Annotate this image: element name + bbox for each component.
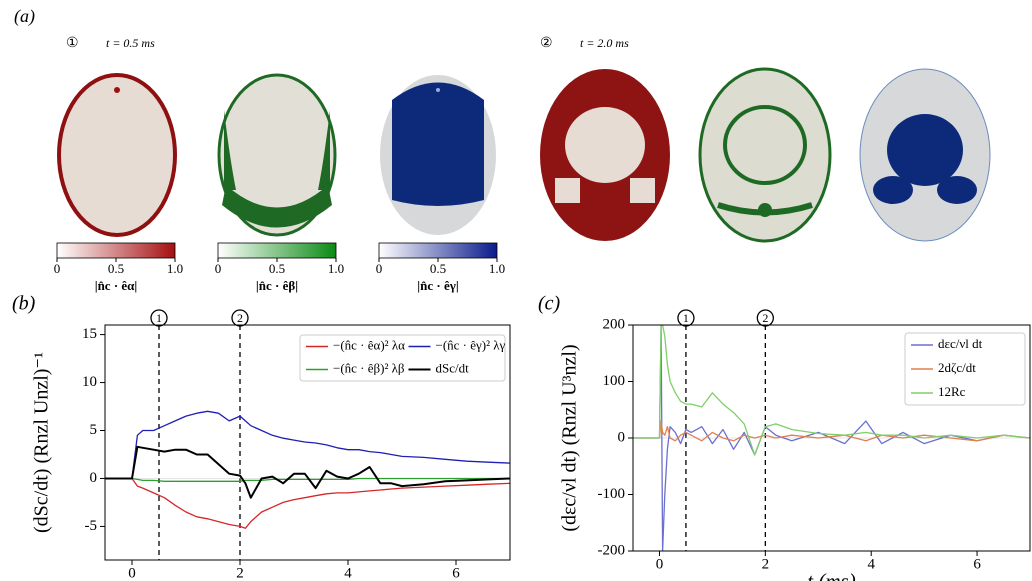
colorbar-tick-label: 0 — [376, 261, 383, 276]
series-line — [105, 410, 510, 480]
y-axis-label: (dεc/νl dt) (Rnzl U³nzl) — [559, 344, 581, 531]
y-tick-label: 15 — [82, 326, 97, 342]
series-line — [105, 477, 510, 529]
y-tick-label: 0 — [618, 429, 626, 445]
x-tick-label: 4 — [867, 556, 875, 572]
colorbar-tick-label: 1.0 — [328, 261, 344, 276]
legend-label: dSc/dt — [436, 360, 470, 375]
x-tick-label: 6 — [452, 565, 460, 581]
colorbar-label: |n̂c · êγ| — [417, 278, 458, 293]
x-tick-label: 0 — [656, 556, 664, 572]
colorbar — [217, 242, 337, 259]
snapshot-marker: ① — [66, 36, 79, 51]
legend-label: −(n̂c · êα)² λα — [333, 337, 405, 352]
snapshot-time: t = 2.0 ms — [580, 36, 629, 50]
snapshot-marker: ② — [540, 36, 553, 51]
y-tick-label: 5 — [90, 422, 98, 438]
series-line — [633, 325, 1030, 551]
legend-box — [904, 332, 1026, 406]
y-tick-label: -200 — [598, 542, 626, 558]
x-tick-label: 4 — [344, 565, 352, 581]
marker-label: 2 — [762, 311, 768, 325]
colorbar-tick-label: 0 — [215, 261, 222, 276]
axes-frame — [632, 324, 1031, 552]
series-line — [633, 325, 1030, 456]
legend-label: dεc/νl dt — [938, 336, 983, 351]
colorbar — [56, 242, 176, 259]
field-image — [57, 73, 177, 237]
colorbar-tick-label: 0.5 — [430, 261, 446, 276]
marker-label: 1 — [683, 311, 689, 325]
marker-circle — [756, 309, 774, 327]
x-tick-label: 2 — [762, 556, 770, 572]
marker-label: 2 — [237, 311, 243, 325]
y-tick-label: -5 — [85, 518, 98, 534]
marker-circle — [231, 309, 249, 327]
legend-label: 2dζc/dt — [938, 360, 976, 375]
panel-label: (a) — [14, 6, 35, 27]
x-tick-label: 6 — [973, 556, 981, 572]
marker-label: 1 — [156, 311, 162, 325]
y-tick-label: 100 — [603, 373, 626, 389]
legend-label: −(n̂c · êβ)² λβ — [333, 360, 405, 375]
colorbar-tick-label: 1.0 — [167, 261, 183, 276]
colorbar-tick-label: 0.5 — [269, 261, 285, 276]
plot-area — [105, 410, 510, 529]
field-image — [217, 73, 337, 237]
legend-box — [299, 334, 506, 382]
colorbar-label: |n̂c · êα| — [95, 278, 138, 293]
field-image — [859, 68, 991, 242]
panel-label: (b) — [12, 293, 36, 315]
y-tick-label: 0 — [90, 470, 98, 486]
colorbar-tick-label: 0.5 — [108, 261, 124, 276]
colorbar-label: |n̂c · êβ| — [256, 278, 298, 293]
marker-circle — [677, 309, 695, 327]
y-tick-label: 200 — [603, 316, 626, 332]
x-axis-label: t (ms) — [807, 569, 855, 581]
field-image — [698, 67, 832, 243]
legend-label: −(n̂c · êγ)² λγ — [436, 337, 506, 352]
snapshot-time: t = 0.5 ms — [106, 36, 155, 50]
y-tick-label: 10 — [82, 374, 97, 390]
marker-circle — [150, 309, 168, 327]
legend-label: 12Rc — [938, 384, 966, 399]
series-line — [633, 420, 1030, 442]
field-image — [380, 75, 496, 235]
x-axis-label: t (ms) — [283, 578, 331, 581]
colorbar-tick-label: 1.0 — [489, 261, 505, 276]
panel-label: (c) — [538, 293, 561, 315]
x-tick-label: 0 — [128, 565, 136, 581]
colorbar — [378, 242, 498, 259]
series-line — [105, 445, 510, 499]
colorbar-tick-label: 0 — [54, 261, 61, 276]
plot-area — [633, 325, 1030, 551]
y-tick-label: -100 — [598, 486, 626, 502]
x-tick-label: 2 — [236, 565, 244, 581]
y-axis-label: (dSc/dt) (Rnzl Unzl)⁻¹ — [31, 352, 53, 533]
field-image — [540, 69, 670, 241]
axes-frame — [104, 324, 511, 561]
